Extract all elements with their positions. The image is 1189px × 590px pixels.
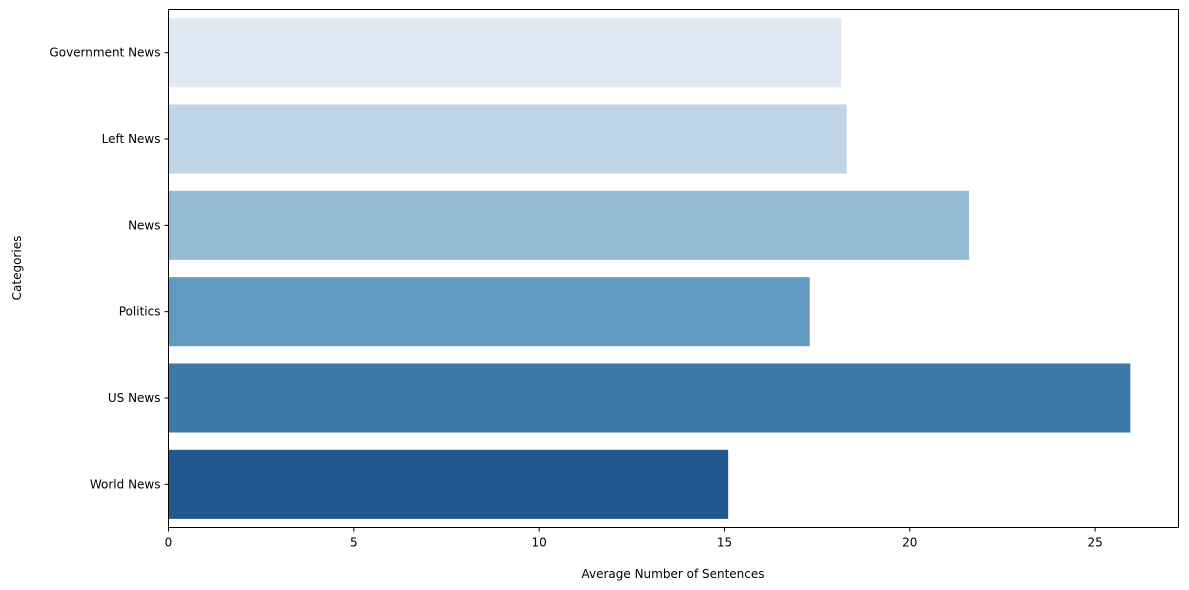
x-tick-label: 0 <box>165 536 173 550</box>
y-tick-label: Left News <box>102 132 161 146</box>
bar-us-news <box>168 363 1131 433</box>
x-tick-label: 15 <box>717 536 732 550</box>
y-axis-label: Categories <box>10 236 24 301</box>
y-tick-label: Government News <box>49 46 160 60</box>
y-tick-label: Politics <box>119 305 161 319</box>
x-tick-label: 20 <box>902 536 917 550</box>
x-axis: 0 5 10 15 20 25 <box>165 527 1103 550</box>
bar-world-news <box>168 449 729 519</box>
y-axis: Government News Left News News Politics US N… <box>49 46 169 491</box>
bar-government-news <box>168 18 842 88</box>
bar-politics <box>168 277 810 347</box>
y-tick-label: World News <box>90 477 161 491</box>
y-tick-label: News <box>128 218 160 232</box>
x-axis-label: Average Number of Sentences <box>581 567 764 581</box>
x-tick-label: 5 <box>350 536 358 550</box>
bars-group <box>168 18 1131 519</box>
plot-frame <box>168 9 1179 528</box>
y-tick-label: US News <box>108 391 161 405</box>
x-tick-label: 25 <box>1087 536 1102 550</box>
bar-news <box>168 190 970 260</box>
x-tick-label: 10 <box>532 536 547 550</box>
bar-left-news <box>168 104 847 174</box>
